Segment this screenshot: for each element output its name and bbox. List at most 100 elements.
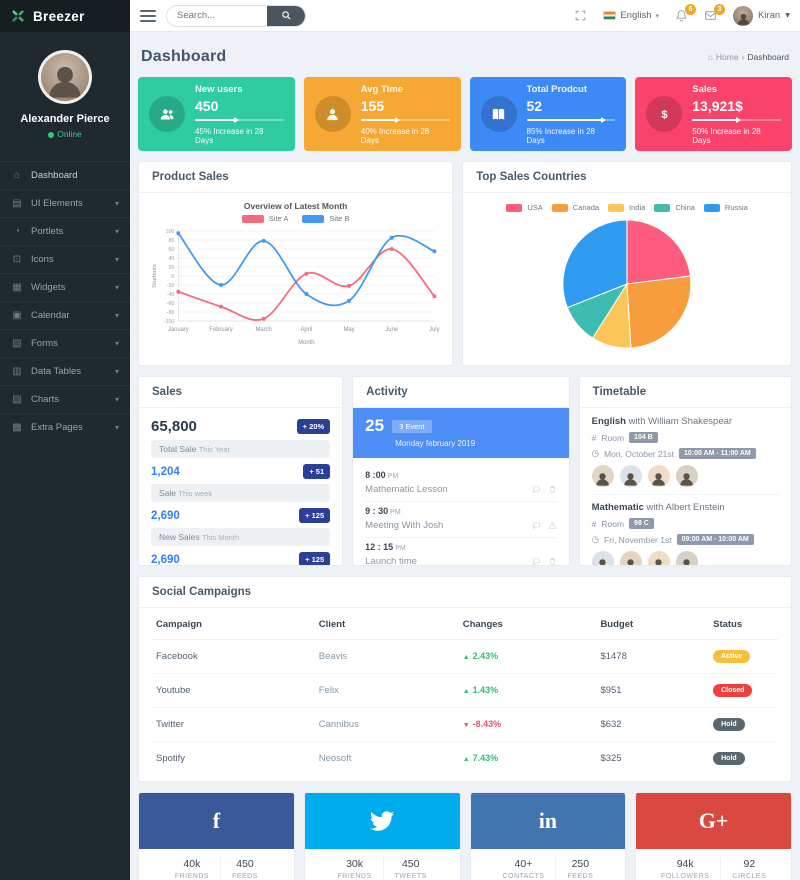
- search-input[interactable]: [167, 10, 267, 21]
- top-countries-panel: Top Sales Countries USA Canada India China R…: [462, 161, 792, 366]
- avatar: [675, 465, 698, 487]
- sidebar-item-icons[interactable]: ⊡ Icons ▾: [0, 245, 130, 273]
- table-row[interactable]: Youtube Felix ▲ 1.43% $951 Closed: [152, 673, 778, 708]
- svg-text:Students: Students: [152, 264, 158, 288]
- svg-text:-100: -100: [164, 319, 175, 325]
- svg-text:-40: -40: [167, 292, 175, 298]
- user-menu[interactable]: Kiran ▾: [733, 5, 790, 26]
- linkedin-icon: in: [538, 808, 558, 833]
- sidebar-item-forms[interactable]: ▧ Forms ▾: [0, 329, 130, 357]
- icons-icon: ⊡: [12, 254, 22, 265]
- legend-item: Site B: [302, 214, 349, 223]
- caret-down-icon: ▾: [114, 423, 119, 432]
- time-badge: 10:00 AM - 11:00 AM: [678, 448, 756, 459]
- sidebar-item-charts[interactable]: ▨ Charts ▾: [0, 385, 130, 413]
- stat-card-sales: $ Sales 13,921$ 50% Increase in 28 Days: [635, 77, 792, 151]
- caret-down-icon: ▾: [114, 283, 119, 292]
- pie-slice-Russia: [562, 219, 628, 309]
- activity-item: 8 :00 PM Mathematic Lesson: [365, 466, 557, 502]
- clock-icon: ◷: [591, 534, 600, 544]
- table-row[interactable]: Twitter Cannibus ▼ -8.43% $632 Hold: [152, 707, 778, 742]
- trend-down-icon: ▼: [462, 722, 470, 729]
- top-navbar: English ▾ 6 3 Kiran ▾: [130, 0, 800, 32]
- product-sales-panel: Product Sales Overview of Latest Month S…: [138, 161, 454, 366]
- home-icon: ⌂: [707, 52, 713, 62]
- caret-down-icon: ▾: [655, 12, 660, 20]
- pages-icon: ▩: [12, 422, 22, 433]
- stat-value: 13,921$: [692, 97, 743, 114]
- comment-icon[interactable]: [532, 557, 541, 566]
- avatar: [733, 5, 754, 26]
- logo-text: Breezer: [33, 8, 85, 24]
- fullscreen-button[interactable]: [574, 9, 587, 22]
- notifications-button[interactable]: 6: [675, 4, 697, 22]
- sidebar-item-dashboard[interactable]: ⌂ Dashboard: [0, 161, 130, 189]
- twitter-card[interactable]: 30k FRIENDS 450 TWEETS: [303, 792, 461, 880]
- sales-badge: + 125: [299, 552, 331, 565]
- activity-item: 12 : 15 PM Launch time: [365, 538, 557, 566]
- svg-text:-80: -80: [167, 310, 175, 316]
- google-plus-card[interactable]: G+ 94k FOLLOWERS 92 CIRCLES: [635, 792, 792, 880]
- svg-text:$: $: [661, 109, 668, 121]
- menu-toggle-icon[interactable]: [140, 7, 156, 25]
- avatar: [591, 465, 614, 487]
- avatar: [591, 551, 614, 565]
- messages-button[interactable]: 3: [704, 4, 726, 22]
- sidebar-item-extra-pages[interactable]: ▩ Extra Pages ▾: [0, 413, 130, 441]
- pie-slice-Canada: [626, 275, 692, 349]
- trend-up-icon: ▲: [462, 756, 470, 763]
- sidebar-menu: ⌂ Dashboard ▤ UI Elements ▾ ◔ Portlets ▾…: [0, 161, 130, 441]
- breadcrumb-home[interactable]: Home: [715, 52, 739, 62]
- column-header: Client: [314, 610, 459, 640]
- svg-text:Month: Month: [298, 340, 314, 346]
- timetable-panel: Timetable English with William Shakespea…: [578, 376, 792, 566]
- timetable-class: Mathematic with Albert Enstein # Room 98 …: [591, 494, 779, 565]
- pie-slice-USA: [626, 219, 692, 285]
- bell-icon: [676, 10, 687, 22]
- logo[interactable]: Breezer: [0, 0, 130, 32]
- progress-bar: [195, 116, 284, 123]
- sidebar-item-ui-elements[interactable]: ▤ UI Elements ▾: [0, 189, 130, 217]
- svg-text:0: 0: [171, 274, 174, 280]
- svg-text:February: February: [209, 327, 232, 333]
- facebook-card[interactable]: f 40k FRIENDS 450 FEEDS: [138, 792, 295, 880]
- comment-icon[interactable]: [532, 521, 541, 530]
- trend-up-icon: ▲: [462, 654, 470, 661]
- time-badge: 09:00 AM - 10:00 AM: [676, 534, 754, 545]
- language-selector[interactable]: English ▾: [603, 10, 659, 21]
- facebook-icon: f: [212, 808, 221, 833]
- table-row[interactable]: Spotify Neosoft ▲ 7.43% $325 Hold: [152, 742, 778, 776]
- svg-text:40: 40: [168, 256, 174, 262]
- sales-badge: + 20%: [296, 419, 331, 434]
- caret-down-icon: ▾: [114, 339, 119, 348]
- stat-cards-row: New users 450 45% Increase in 28 Days Av…: [138, 77, 792, 151]
- attendee-avatars: [591, 551, 779, 565]
- event-count-badge: 3 Event: [392, 419, 432, 433]
- widgets-icon: ▦: [12, 282, 22, 293]
- linkedin-card[interactable]: in 40+ CONTACTS 250 FEEDS: [469, 792, 627, 880]
- alert-icon[interactable]: [548, 521, 557, 530]
- pie-chart-legend: USA Canada India China Russia: [473, 203, 781, 212]
- panel-title: Timetable: [579, 377, 791, 408]
- comment-icon[interactable]: [532, 485, 541, 494]
- stat-value: 52: [526, 97, 543, 114]
- envelope-icon: [705, 11, 716, 20]
- clock-icon: ◷: [591, 448, 600, 458]
- svg-text:100: 100: [165, 229, 174, 235]
- sidebar-item-calendar[interactable]: ▣ Calendar ▾: [0, 301, 130, 329]
- table-row[interactable]: Facebook Beavis ▲ 2.43% $1478 Active: [152, 639, 778, 674]
- dollar-icon: $: [646, 96, 683, 132]
- search-button[interactable]: [267, 5, 305, 26]
- sidebar-item-widgets[interactable]: ▦ Widgets ▾: [0, 273, 130, 301]
- stat-card-new-users: New users 450 45% Increase in 28 Days: [138, 77, 295, 151]
- trash-icon[interactable]: [548, 557, 557, 566]
- panel-title: Top Sales Countries: [463, 162, 791, 193]
- page-title: Dashboard: [141, 48, 227, 65]
- stat-card-avg-time: Avg Time 155 40% Increase in 28 Days: [303, 77, 461, 151]
- sidebar-item-portlets[interactable]: ◔ Portlets ▾: [0, 217, 130, 245]
- activity-date: Monday february 2019: [395, 439, 476, 448]
- sidebar-item-data-tables[interactable]: ▥ Data Tables ▾: [0, 357, 130, 385]
- hash-icon: #: [591, 518, 597, 529]
- trash-icon[interactable]: [548, 485, 557, 494]
